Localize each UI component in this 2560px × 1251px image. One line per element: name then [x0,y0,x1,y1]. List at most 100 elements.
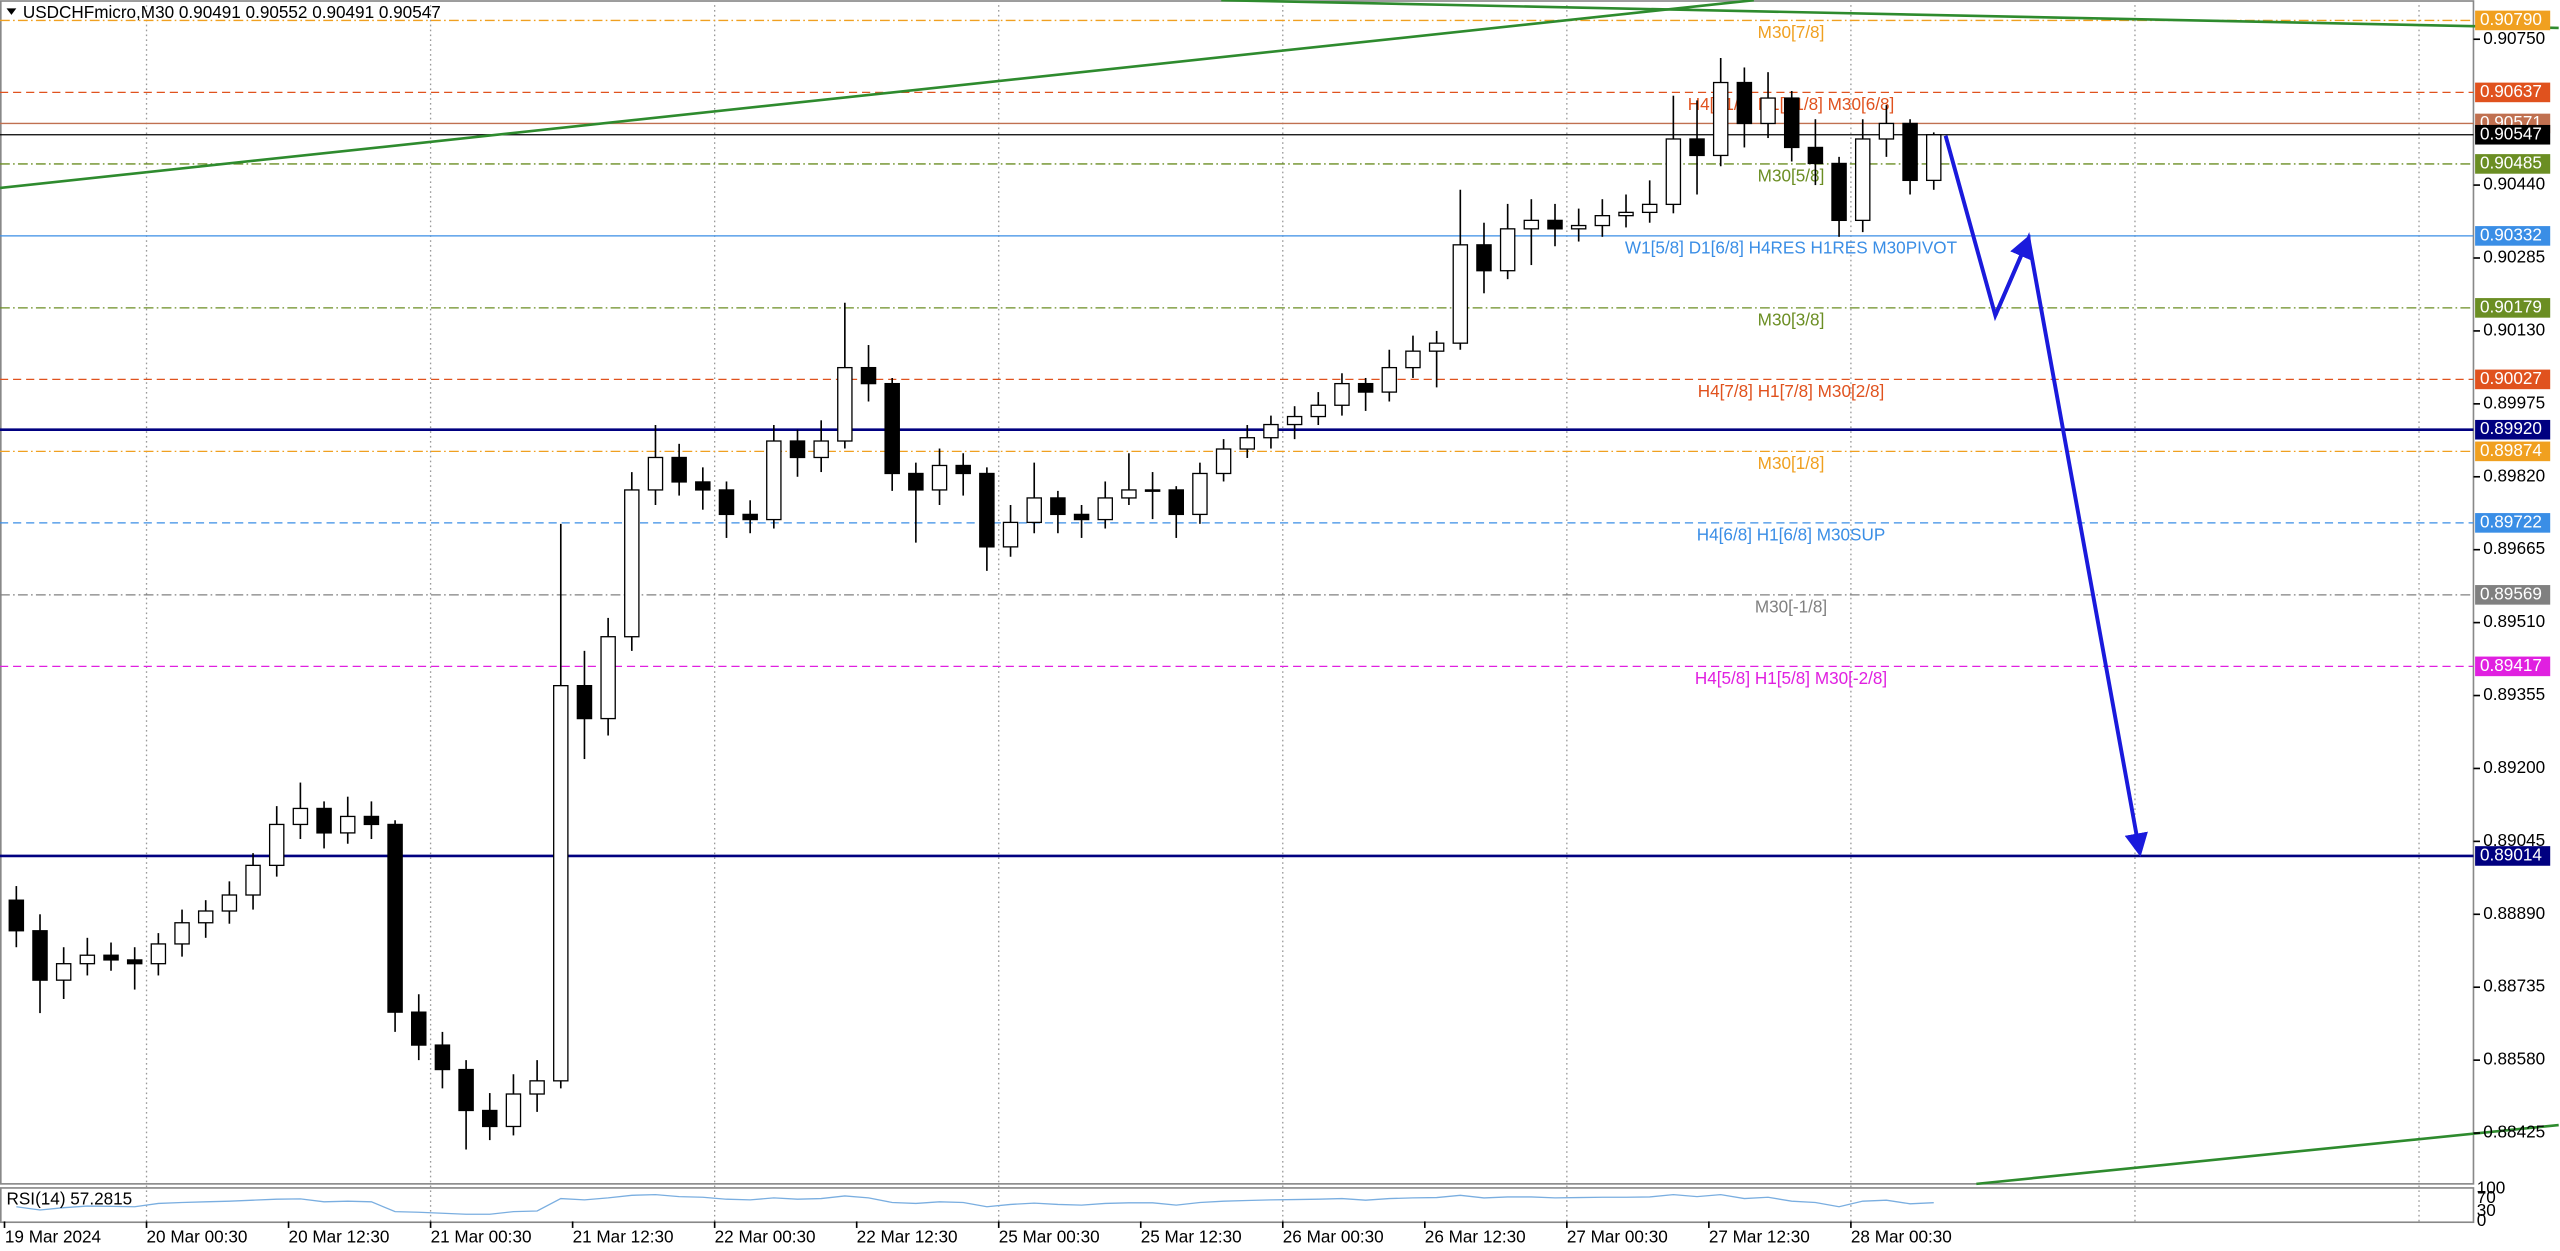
candle-body [1239,437,1256,450]
candle-body [1405,350,1421,369]
candle-body [55,963,72,981]
candle-body [1783,97,1800,149]
y-tick-label: 0.89045 [2483,830,2545,850]
price-label-box [2475,513,2551,533]
candle-body [126,959,143,965]
candle-body [908,472,924,491]
x-tick-label: 27 Mar 12:30 [1709,1226,1810,1246]
candle-body [1523,219,1540,230]
candle-body [434,1044,451,1071]
candle-body [1831,162,1847,222]
candle-body [1168,489,1185,516]
price-label: 0.90332 [2480,224,2542,244]
forecast-arrow-head [1993,234,2032,317]
candle-body [411,1011,427,1046]
candle-body [1144,489,1161,492]
price-label-box [2475,419,2551,440]
x-tick-label: 21 Mar 00:30 [431,1226,532,1246]
candle-body [221,894,238,912]
candle-body [103,954,119,961]
rsi-line [16,1193,1934,1215]
candle-body [1618,211,1634,217]
y-tick-label: 0.90440 [2483,174,2545,194]
level-text: W1[5/8] D1[6/8] H4RES H1RES M30PIVOT [1625,237,1958,257]
rsi-tick-label: 30 [2477,1200,2496,1220]
candle-body [1215,448,1232,475]
price-label-box [2475,441,2551,462]
candle-body [79,954,96,965]
price-label-box [2475,82,2551,103]
candle-body [292,807,309,826]
candle-body [766,440,782,521]
price-label: 0.90637 [2480,81,2542,101]
candle-body [32,930,48,981]
candle-body [174,922,190,945]
y-tick-label: 0.89665 [2483,538,2545,558]
candle-body [529,1080,545,1095]
x-tick-label: 19 Mar 2024 [5,1226,102,1246]
x-tick-label: 20 Mar 00:30 [147,1226,248,1246]
price-label-box [2475,846,2551,866]
price-label-box [2475,154,2551,174]
trend-line [0,0,1754,190]
level-text: M30[-1/8] [1755,596,1827,616]
candle-body [553,684,569,1082]
candle-body [1476,244,1492,272]
candle-body [1073,513,1090,521]
candle-body [1878,122,1895,140]
candle-body [1050,497,1066,516]
candle-body [1925,134,1942,182]
candle-body [1902,122,1918,182]
trend-line [1221,0,2559,30]
candle-body [789,440,806,459]
rsi-label: RSI(14) 57.2815 [7,1189,133,1209]
candle-body [482,1109,498,1128]
candle-body [458,1068,474,1112]
menu-triangle[interactable] [6,8,17,15]
price-label: 0.89722 [2480,511,2542,531]
price-label: 0.90547 [2480,123,2542,143]
candle-body [1002,521,1019,548]
candle-body [695,481,711,491]
level-text: M30[1/8] [1758,453,1825,473]
chart-title: USDCHFmicro,M30 0.90491 0.90552 0.90491 … [23,2,441,22]
candle-body [931,464,948,491]
level-text: H4[6/8] H1[6/8] M30SUP [1697,524,1885,544]
candle-body [1854,138,1871,222]
level-text: M30[5/8] [1758,166,1825,186]
candle-body [1026,497,1042,524]
candle-body [1286,415,1303,426]
candle-body [1452,244,1469,344]
candle-body [245,864,261,896]
candle-body [742,513,758,521]
y-tick-label: 0.88735 [2483,976,2545,996]
y-tick-label: 0.88425 [2483,1122,2545,1142]
price-label: 0.89569 [2480,583,2542,603]
price-label-box [2475,656,2551,677]
x-tick-label: 26 Mar 00:30 [1283,1226,1384,1246]
candle-body [1334,382,1350,406]
candle-body [1665,138,1682,206]
level-text: M30[7/8] [1758,22,1825,42]
candle-body [1807,146,1824,165]
y-tick-label: 0.90130 [2483,319,2545,339]
candle-body [576,684,593,720]
candle-body [1192,472,1208,516]
y-tick-label: 0.88890 [2483,903,2545,923]
candle-body [1310,404,1327,418]
rsi-tick-label: 0 [2477,1210,2487,1230]
candle-body [837,366,853,442]
y-tick-label: 0.89975 [2483,392,2545,412]
x-tick-label: 22 Mar 12:30 [857,1226,958,1246]
candle-body [1712,81,1729,157]
rsi-tick-label: 100 [2477,1177,2506,1197]
candle-body [1641,203,1658,214]
price-label: 0.89014 [2480,844,2542,864]
candle-body [813,440,829,459]
y-tick-label: 0.90750 [2483,28,2545,48]
x-tick-label: 22 Mar 00:30 [715,1226,816,1246]
x-tick-label: 26 Mar 12:30 [1425,1226,1526,1246]
candle-body [197,910,214,924]
x-tick-label: 21 Mar 12:30 [573,1226,674,1246]
